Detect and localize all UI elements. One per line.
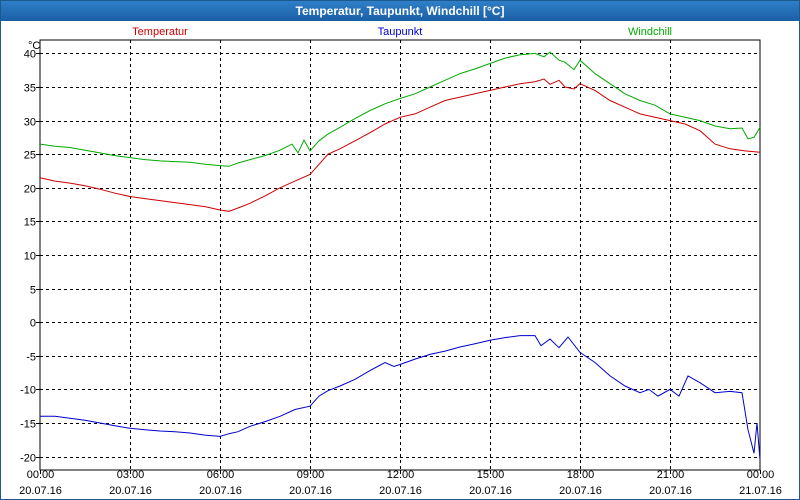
series-line-windchill <box>39 51 761 167</box>
x-tick-date: 20.07.16 <box>199 485 242 497</box>
x-tick-time: 03:00 <box>117 469 145 481</box>
x-tick-time: 09:00 <box>297 469 325 481</box>
y-tick-label: 20 <box>24 184 36 196</box>
x-tick-date: 20.07.16 <box>289 485 332 497</box>
x-tick-time: 21:00 <box>657 469 685 481</box>
y-tick-label: 15 <box>24 217 36 229</box>
legend-windchill: Windchill <box>628 26 672 38</box>
y-tick-label: 10 <box>24 251 36 263</box>
line-chart: °C 40 35 30 25 20 15 10 5 0 -5 -10 -15 -20 00:00 20.0… <box>19 26 782 497</box>
x-tick-date: 20.07.16 <box>559 485 602 497</box>
y-axis-ticks: 40 35 30 25 20 15 10 5 0 -5 -10 -15 -20 <box>20 49 40 465</box>
grid <box>40 40 760 470</box>
x-tick-time: 06:00 <box>207 469 235 481</box>
legend-temperatur: Temperatur <box>132 26 188 38</box>
y-tick-label: -10 <box>20 385 36 397</box>
y-tick-label: 25 <box>24 150 36 162</box>
x-tick-time: 12:00 <box>387 469 415 481</box>
window-title: Temperatur, Taupunkt, Windchill [°C] <box>1 1 799 21</box>
x-tick-time: 00:00 <box>747 469 775 481</box>
x-tick-date: 20.07.16 <box>109 485 152 497</box>
x-tick-date: 21.07.16 <box>739 485 782 497</box>
x-tick-date: 20.07.16 <box>19 485 62 497</box>
x-axis-ticks: 00:00 20.07.16 03:00 20.07.16 06:00 20.07.16 0… <box>19 469 782 497</box>
series-lines <box>39 51 761 460</box>
x-tick-time: 18:00 <box>567 469 595 481</box>
legend-taupunkt: Taupunkt <box>378 26 423 38</box>
y-tick-label: 0 <box>30 318 36 330</box>
y-tick-label: -20 <box>20 453 36 465</box>
y-tick-label: 5 <box>30 285 36 297</box>
series-line-temperatur <box>39 78 761 212</box>
y-axis-unit: °C <box>28 40 40 52</box>
x-tick-date: 20.07.16 <box>649 485 692 497</box>
y-tick-label: -15 <box>20 419 36 431</box>
x-tick-date: 20.07.16 <box>379 485 422 497</box>
y-tick-label: 30 <box>24 117 36 129</box>
legend: Temperatur Taupunkt Windchill <box>132 26 672 38</box>
series-line-taupunkt <box>40 335 761 460</box>
y-tick-label: 40 <box>24 49 36 61</box>
x-tick-time: 00:00 <box>27 469 55 481</box>
y-tick-label: 35 <box>24 83 36 95</box>
x-tick-time: 15:00 <box>477 469 505 481</box>
y-tick-label: -5 <box>26 352 36 364</box>
x-tick-date: 20.07.16 <box>469 485 512 497</box>
